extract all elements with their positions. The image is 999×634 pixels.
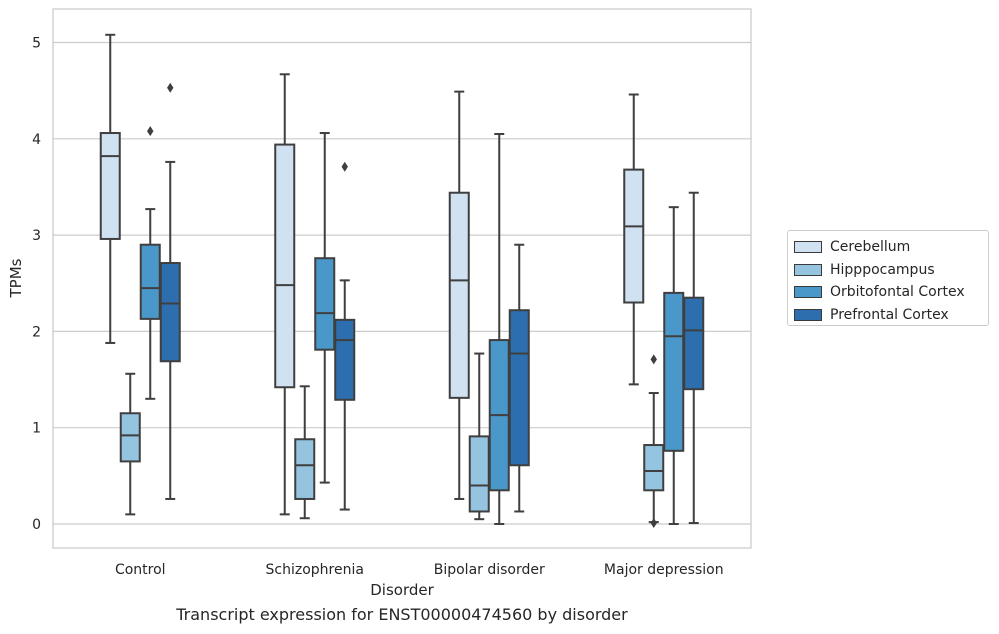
box — [274, 73, 296, 516]
box-iqr — [294, 438, 316, 500]
legend-item: Cerebellum — [794, 236, 988, 259]
legend-item: Prefrontal Cortex — [794, 304, 988, 327]
box-iqr — [139, 243, 161, 320]
legend-swatch — [794, 241, 822, 254]
y-tick-label: 0 — [32, 517, 41, 533]
series-prefrontal-cortex — [159, 82, 705, 525]
box-iqr — [468, 435, 490, 513]
legend-label: Prefrontal Cortex — [830, 306, 949, 323]
outlier-point — [167, 82, 174, 93]
box — [139, 126, 161, 400]
y-tick-label: 3 — [32, 228, 41, 244]
box-iqr — [448, 191, 470, 399]
box — [119, 372, 141, 516]
box-iqr — [274, 143, 296, 389]
box-series — [99, 33, 705, 529]
chart-title: Transcript expression for ENST0000047456… — [176, 605, 628, 624]
box — [468, 352, 490, 521]
box-iqr — [508, 309, 530, 467]
series-orbitofontal-cortex — [139, 126, 685, 525]
x-tick-labels: Control Schizophrenia Bipolar disorder Majo… — [115, 562, 724, 578]
legend-label: Hipppocampus — [830, 261, 935, 278]
y-tick-label: 5 — [32, 36, 41, 52]
series-hipppocampus — [119, 352, 665, 529]
outlier-point — [650, 354, 657, 365]
y-tick-label: 2 — [32, 324, 41, 340]
y-tick-label: 4 — [32, 132, 41, 148]
legend: Cerebellum Hipppocampus Orbitofontal Corte… — [787, 230, 989, 326]
box-iqr — [159, 262, 181, 363]
legend-label: Orbitofontal Cortex — [830, 284, 965, 301]
box-iqr — [119, 412, 141, 463]
outlier-point — [147, 126, 154, 137]
box — [508, 243, 530, 513]
legend-swatch — [794, 308, 822, 321]
y-tick-label: 1 — [32, 421, 41, 437]
x-tick-label: Control — [115, 562, 166, 578]
box — [448, 90, 470, 500]
outlier-point — [650, 518, 657, 529]
y-tick-labels: 0 1 2 3 4 5 — [32, 36, 41, 534]
box-iqr — [663, 291, 685, 452]
outlier-point — [341, 161, 348, 172]
plot-frame — [52, 8, 752, 549]
box-iqr — [99, 132, 121, 240]
box — [623, 93, 645, 386]
box — [334, 161, 356, 511]
legend-swatch — [794, 263, 822, 276]
box — [159, 82, 181, 500]
legend-item: Hipppocampus — [794, 259, 988, 282]
legend-label: Cerebellum — [830, 239, 911, 256]
x-tick-label: Schizophrenia — [266, 562, 364, 578]
box-iqr — [643, 444, 665, 492]
box-iqr — [623, 168, 645, 304]
box — [314, 132, 336, 484]
legend-swatch — [794, 286, 822, 299]
box — [683, 191, 705, 525]
series-cerebellum — [99, 33, 645, 516]
x-tick-label: Major depression — [604, 562, 724, 578]
box — [488, 132, 510, 525]
x-tick-label: Bipolar disorder — [434, 562, 545, 578]
legend-item: Orbitofontal Cortex — [794, 281, 988, 304]
box — [663, 206, 685, 525]
x-axis-label: Disorder — [370, 581, 434, 599]
box-iqr — [683, 296, 705, 391]
box — [294, 385, 316, 520]
box-iqr — [334, 318, 356, 401]
box-iqr — [314, 257, 336, 351]
box — [99, 33, 121, 344]
box — [643, 354, 665, 529]
y-axis-label: TPMs — [7, 258, 25, 298]
